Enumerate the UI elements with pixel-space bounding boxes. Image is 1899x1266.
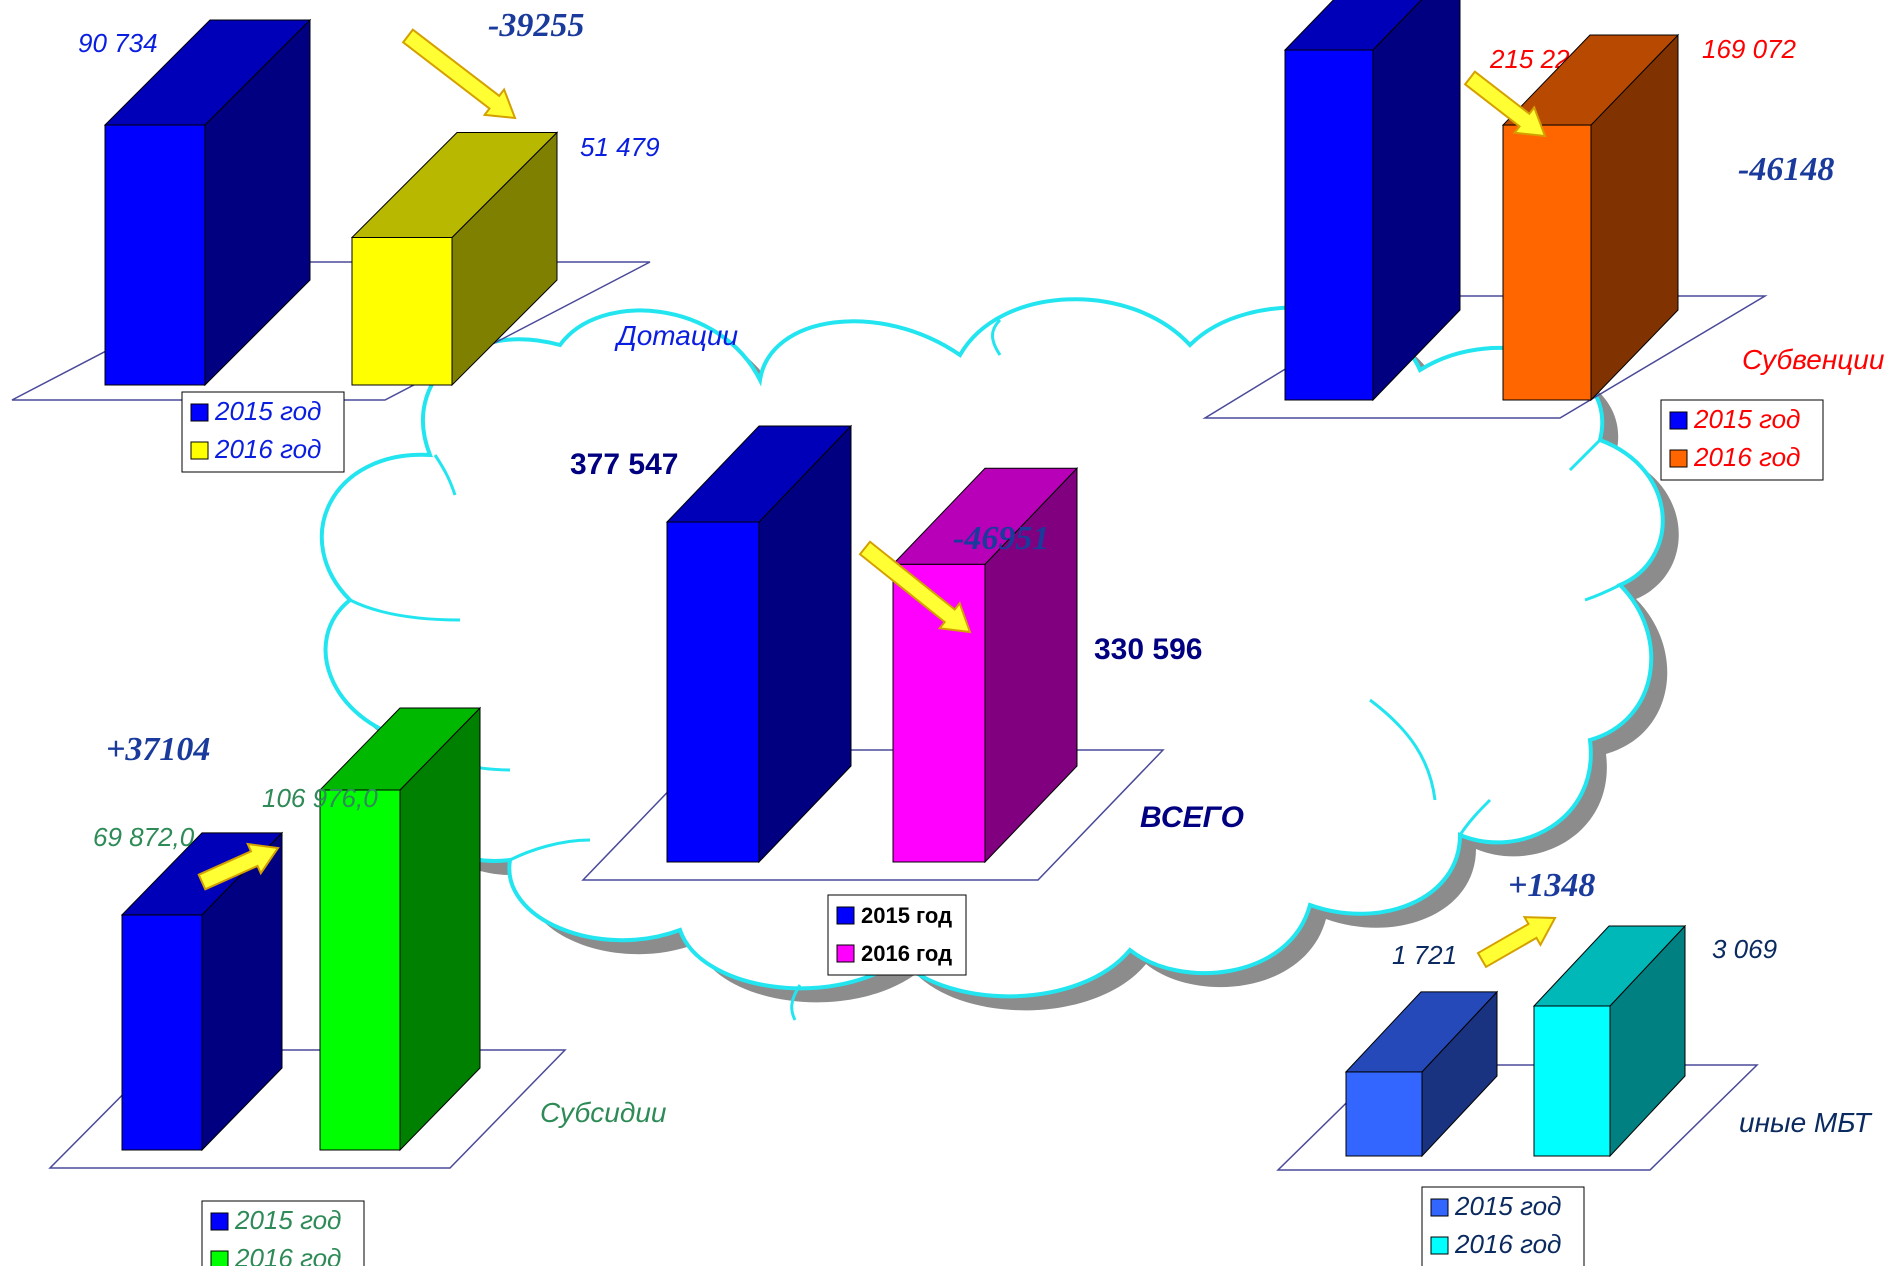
value-label-dotacii-2: 51 479 — [580, 132, 660, 162]
chart-dotacii: 90 734 51 479 -39255 Дотации 2015 год 2016 го… — [11, 7, 738, 473]
legend-swatch — [190, 441, 209, 460]
legend-label: 2016 год — [861, 941, 952, 966]
legend-dotacii: 2015 год 2016 год — [181, 391, 345, 473]
legend-vsego: 2015 год 2016 год — [827, 894, 967, 976]
category-label-vsego: ВСЕГО — [1140, 801, 1244, 834]
change-label-subsidii: +37104 — [106, 731, 210, 768]
chart-vsego: 377 547 330 596 -46951 ВСЕГО 2015 год 2016 го… — [570, 424, 1244, 976]
bar-inye-2 — [1532, 924, 1687, 1158]
legend-label: 2015 год — [1454, 1191, 1561, 1221]
legend-swatch — [190, 403, 209, 422]
chart-inye: 1 721 3 069 +1348 иные МБТ 2015 год 2016 год — [1276, 867, 1873, 1266]
value-label-subvencii-2: 169 072 — [1702, 34, 1797, 64]
change-arrow-icon — [401, 28, 517, 120]
value-label-subsidii-2: 106 976,0 — [262, 783, 378, 813]
legend-label: 2015 год — [861, 903, 952, 928]
value-label-dotacii-1: 90 734 — [78, 28, 158, 58]
legend-swatch — [1430, 1198, 1449, 1217]
change-label-inye: +1348 — [1508, 867, 1595, 904]
legend-subvencii: 2015 год 2016 год — [1660, 399, 1824, 481]
legend-swatch — [1430, 1236, 1449, 1255]
legend-label: 2016 год — [214, 434, 321, 464]
legend-label: 2016 год — [1454, 1229, 1561, 1259]
legend-label: 2016 год — [1693, 442, 1800, 472]
legend-label: 2015 год — [1693, 404, 1800, 434]
chart-floor — [581, 749, 1165, 881]
bar-subsidii-2 — [318, 706, 482, 1152]
category-label-inye: иные МБТ — [1739, 1107, 1873, 1138]
legend-swatch — [1669, 411, 1688, 430]
category-label-dotacii: Дотации — [614, 320, 738, 351]
category-label-subvencii: Субвенции — [1742, 344, 1885, 375]
change-arrow-icon — [1476, 916, 1557, 969]
category-label-subsidii: Субсидии — [540, 1097, 667, 1128]
bar-subvencii-2 — [1501, 33, 1680, 402]
legend-inye: 2015 год 2016 год — [1421, 1186, 1585, 1266]
value-label-vsego-2: 330 596 — [1094, 633, 1202, 666]
value-label-inye-2: 3 069 — [1712, 934, 1777, 964]
bar-dotacii-2 — [350, 131, 559, 387]
legend-swatch — [836, 906, 855, 925]
value-label-inye-1: 1 721 — [1392, 940, 1457, 970]
legend-swatch — [1669, 449, 1688, 468]
change-arrow-icon — [1463, 70, 1547, 138]
value-label-subsidii-1: 69 872,0 — [93, 822, 195, 852]
bar-vsego-1 — [665, 424, 853, 864]
value-label-vsego-1: 377 547 — [570, 448, 678, 481]
bar-subvencii-1 — [1283, 0, 1461, 402]
change-label-vsego: -46951 — [953, 520, 1049, 557]
legend-label: 2016 год — [234, 1243, 341, 1266]
bar-inye-1 — [1344, 990, 1499, 1158]
change-label-subvencii: -46148 — [1738, 151, 1834, 188]
legend-swatch — [210, 1212, 229, 1231]
change-label-dotacii: -39255 — [488, 7, 584, 44]
change-arrow-icon — [197, 842, 280, 891]
legend-swatch — [836, 944, 855, 963]
legend-label: 2015 год — [234, 1205, 341, 1235]
legend-swatch — [210, 1250, 229, 1266]
change-arrow-icon — [858, 540, 972, 634]
bar-dotacii-1 — [103, 18, 312, 387]
legend-subsidii: 2015 год 2016 год — [201, 1200, 365, 1266]
bar-vsego-2 — [891, 467, 1079, 864]
legend-label: 2015 год — [214, 396, 321, 426]
